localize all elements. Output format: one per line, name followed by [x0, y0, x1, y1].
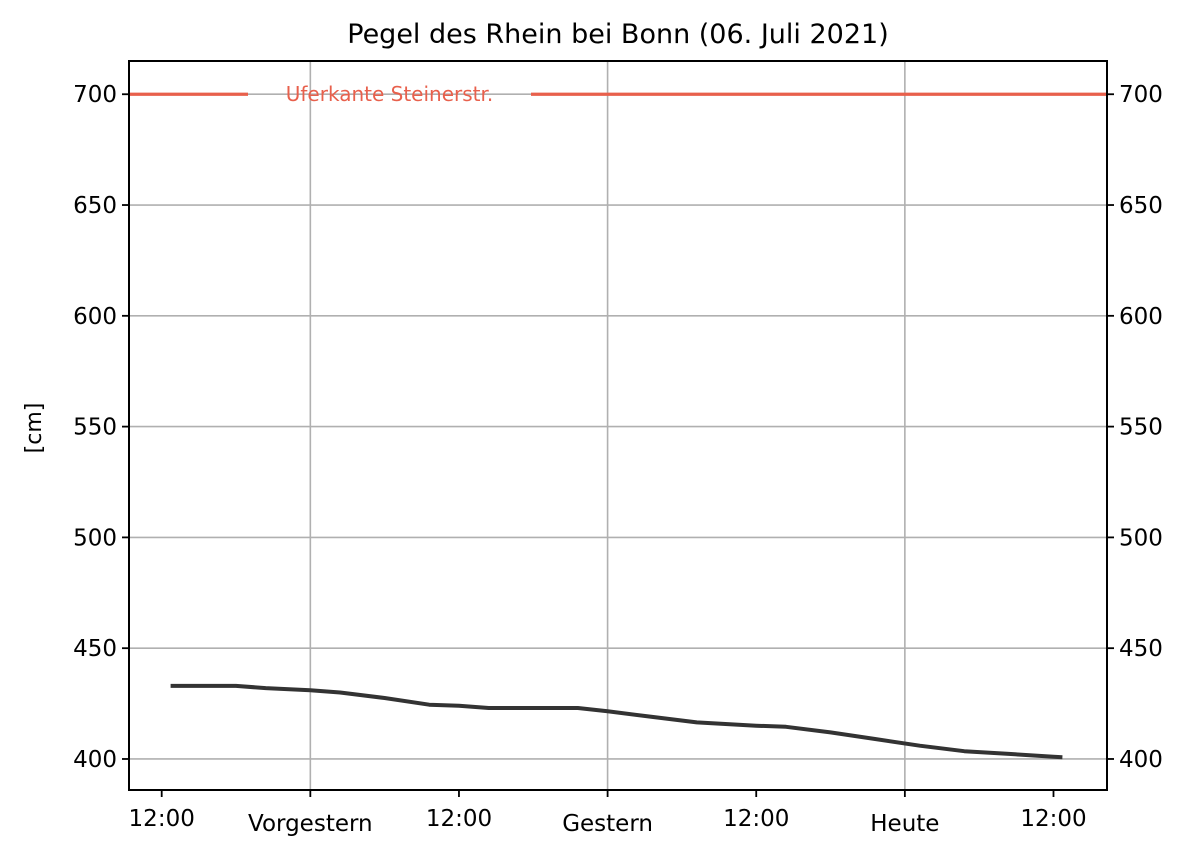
- y-tick-label-right: 700: [1119, 82, 1163, 108]
- y-tick-label-left: 500: [73, 525, 117, 551]
- y-tick-label-right: 500: [1119, 525, 1163, 551]
- y-tick-label-right: 550: [1119, 415, 1163, 441]
- x-tick-label: 12:00: [723, 806, 789, 832]
- ticks: 400 400 450 450 500 500 550 550 600 600 650 650 700 7…: [73, 82, 1163, 837]
- y-tick-label-right: 600: [1119, 304, 1163, 330]
- y-tick-label-left: 550: [73, 415, 117, 441]
- y-tick-label-left: 400: [73, 747, 117, 773]
- x-tick-label: 12:00: [1020, 806, 1086, 832]
- x-tick-label: 12:00: [426, 806, 492, 832]
- y-axis-label: [cm]: [22, 403, 47, 454]
- y-tick-label-left: 450: [73, 636, 117, 662]
- y-tick-label-left: 600: [73, 304, 117, 330]
- y-tick-label-left: 650: [73, 193, 117, 219]
- grid-lines: [129, 61, 1107, 790]
- y-tick-label-right: 400: [1119, 747, 1163, 773]
- x-tick-label: 12:00: [129, 806, 195, 832]
- y-tick-label-right: 450: [1119, 636, 1163, 662]
- series-line: [170, 683, 1063, 760]
- reference-line-label: Uferkante Steinerstr.: [286, 82, 493, 106]
- x-tick-label: Gestern: [562, 811, 653, 837]
- series-group: [170, 683, 1063, 760]
- reference-line-group: Uferkante Steinerstr.: [129, 82, 1107, 106]
- x-tick-label: Vorgestern: [248, 811, 373, 837]
- y-tick-label-right: 650: [1119, 193, 1163, 219]
- chart-title: Pegel des Rhein bei Bonn (06. Juli 2021): [347, 19, 889, 50]
- y-tick-label-left: 700: [73, 82, 117, 108]
- plot-frame: [128, 60, 1108, 791]
- x-tick-label: Heute: [870, 811, 939, 837]
